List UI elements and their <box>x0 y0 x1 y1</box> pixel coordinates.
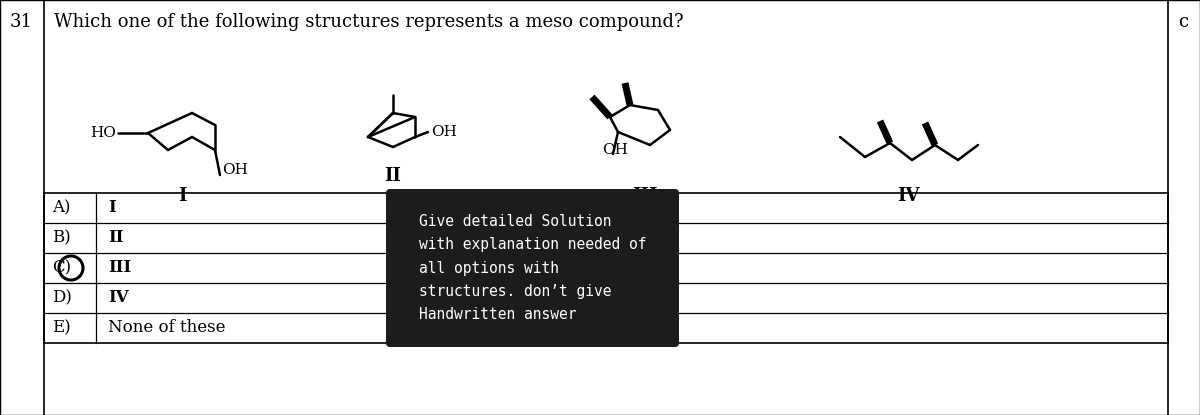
FancyBboxPatch shape <box>386 189 679 347</box>
Text: III: III <box>632 187 658 205</box>
Text: E): E) <box>52 320 71 337</box>
Text: D): D) <box>52 290 72 307</box>
Text: A): A) <box>52 200 71 217</box>
Text: I: I <box>108 200 115 217</box>
Text: None of these: None of these <box>108 320 226 337</box>
Text: Which one of the following structures represents a meso compound?: Which one of the following structures re… <box>54 13 684 31</box>
Text: II: II <box>384 167 402 185</box>
Text: II: II <box>108 229 124 247</box>
Text: C): C) <box>52 259 71 276</box>
Text: HO: HO <box>90 126 116 140</box>
Text: I: I <box>178 187 186 205</box>
Text: Give detailed Solution
with explanation needed of
all options with
structures. d: Give detailed Solution with explanation … <box>419 214 647 322</box>
Bar <box>44 193 1168 343</box>
Text: III: III <box>108 259 131 276</box>
Text: c: c <box>1178 13 1188 31</box>
Text: OH: OH <box>222 163 248 177</box>
Text: IV: IV <box>896 187 919 205</box>
Text: IV: IV <box>108 290 128 307</box>
Text: 31: 31 <box>10 13 34 31</box>
Text: B): B) <box>52 229 71 247</box>
Text: OH: OH <box>431 125 457 139</box>
Text: OH: OH <box>602 143 628 157</box>
